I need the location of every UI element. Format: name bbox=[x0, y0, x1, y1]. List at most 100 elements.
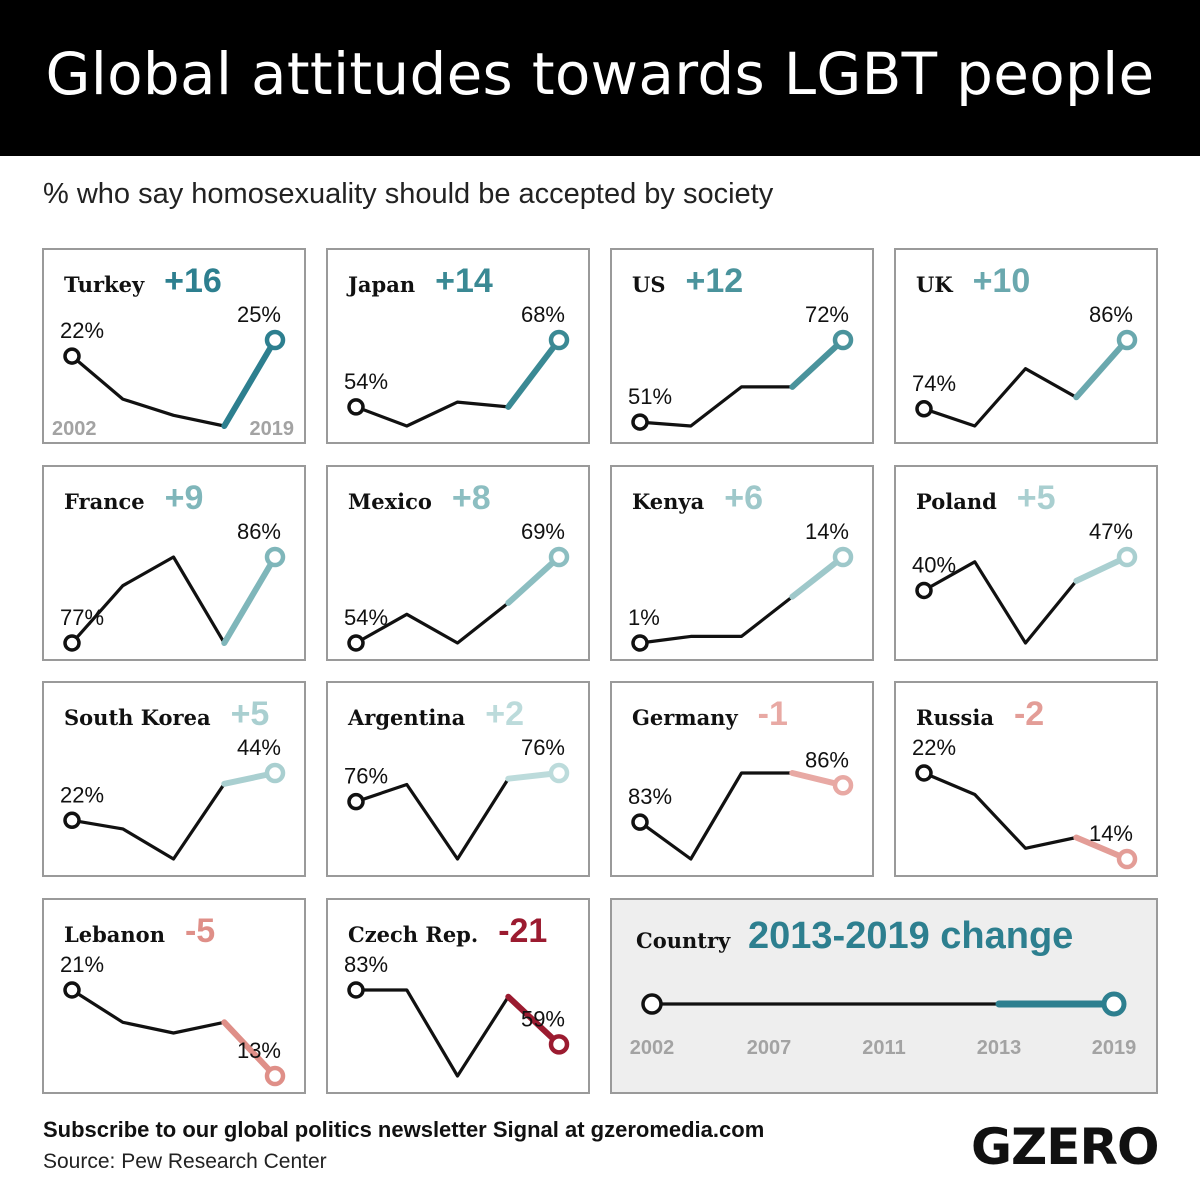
end-marker bbox=[1116, 329, 1138, 351]
start-marker bbox=[915, 581, 933, 600]
trend-line bbox=[638, 771, 794, 861]
start-marker bbox=[63, 634, 81, 652]
legend-panel: Country 2013-2019 change 2002 2007 2011 2013 2… bbox=[610, 898, 1158, 1094]
first-year-label: 2002 bbox=[52, 418, 97, 440]
start-marker bbox=[63, 811, 81, 830]
end-value-label: 25% bbox=[237, 302, 281, 327]
change-value: -21 bbox=[498, 912, 547, 950]
change-segment bbox=[1073, 337, 1130, 401]
change-value: -2 bbox=[1014, 695, 1044, 733]
panel-frame bbox=[326, 465, 590, 661]
change-value: -1 bbox=[758, 695, 788, 733]
trend-line bbox=[70, 782, 226, 861]
panel-uk: UK +10 74% 86% bbox=[894, 248, 1158, 444]
end-value-label: 69% bbox=[521, 519, 565, 544]
trend-line bbox=[354, 777, 510, 861]
end-marker bbox=[548, 546, 570, 568]
panel-frame bbox=[42, 465, 306, 661]
end-marker bbox=[1116, 546, 1138, 568]
panel-poland: Poland +5 40% 47% bbox=[894, 465, 1158, 661]
start-marker bbox=[631, 413, 649, 431]
panel-mexico: Mexico +8 54% 69% bbox=[326, 465, 590, 661]
legend-year-2011: 2011 bbox=[862, 1037, 905, 1059]
panel-frame bbox=[610, 465, 874, 661]
page-title: Global attitudes towards LGBT people bbox=[45, 40, 1155, 108]
change-value: +6 bbox=[724, 479, 763, 517]
legend-frame bbox=[610, 898, 1158, 1094]
country-name: Argentina bbox=[347, 705, 466, 730]
header-banner: Global attitudes towards LGBT people bbox=[0, 0, 1200, 156]
end-value-label: 68% bbox=[521, 302, 565, 327]
country-name: South Korea bbox=[64, 705, 211, 730]
trend-line bbox=[922, 771, 1078, 850]
legend-end-marker bbox=[1101, 991, 1127, 1017]
end-marker bbox=[548, 1034, 570, 1055]
trend-line bbox=[354, 400, 510, 428]
legend-year-2013: 2013 bbox=[977, 1037, 1022, 1059]
panel-argentina: Argentina +276%76% bbox=[326, 681, 590, 877]
end-value-label: 76% bbox=[521, 735, 565, 760]
end-marker bbox=[264, 1065, 286, 1087]
start-marker bbox=[915, 400, 933, 418]
trend-line bbox=[354, 601, 510, 645]
change-value: +12 bbox=[685, 262, 743, 300]
start-value-label: 83% bbox=[344, 952, 388, 977]
end-marker bbox=[264, 762, 286, 784]
trend-line bbox=[922, 560, 1078, 645]
change-value: +5 bbox=[231, 695, 270, 733]
change-segment bbox=[505, 993, 562, 1048]
panel-germany: Germany -1 83% 86% bbox=[610, 681, 874, 877]
start-value-label: 54% bbox=[344, 369, 388, 394]
panel-lebanon: Lebanon -5 21% 13% bbox=[42, 898, 306, 1094]
panel-frame bbox=[42, 681, 306, 877]
start-value-label: 76% bbox=[344, 764, 388, 789]
country-name: Poland bbox=[916, 489, 997, 514]
country-name: Russia bbox=[916, 705, 994, 730]
legend-country-label: Country bbox=[636, 928, 731, 953]
end-marker bbox=[548, 762, 570, 784]
end-value-label: 86% bbox=[805, 747, 849, 772]
panel-france: France +9 77% 86% bbox=[42, 465, 306, 661]
end-value-label: 14% bbox=[805, 519, 849, 544]
legend-change-label: 2013-2019 change bbox=[748, 915, 1073, 957]
start-marker bbox=[63, 981, 81, 999]
start-value-label: 54% bbox=[344, 605, 388, 630]
panel-frame bbox=[326, 248, 590, 444]
end-marker bbox=[1116, 848, 1138, 870]
panel-us: US +12 51% 72% bbox=[610, 248, 874, 444]
end-value-label: 44% bbox=[237, 735, 281, 760]
last-year-label: 2019 bbox=[250, 418, 295, 440]
legend-year-2002: 2002 bbox=[630, 1037, 675, 1059]
start-value-label: 83% bbox=[628, 784, 672, 809]
change-value: +5 bbox=[1017, 479, 1056, 517]
end-marker bbox=[264, 329, 286, 351]
country-name: UK bbox=[916, 272, 953, 297]
panel-south-korea: South Korea +5 22% 44% bbox=[42, 681, 306, 877]
change-value: +10 bbox=[973, 262, 1031, 300]
end-marker bbox=[548, 329, 570, 351]
panel-japan: Japan +14 54% 68% bbox=[326, 248, 590, 444]
change-value: +2 bbox=[485, 695, 524, 733]
country-name: Kenya bbox=[632, 489, 705, 514]
change-value: +8 bbox=[452, 479, 491, 517]
trend-line bbox=[70, 555, 226, 645]
start-value-label: 22% bbox=[60, 782, 104, 807]
end-value-label: 14% bbox=[1089, 821, 1133, 846]
legend-start-marker bbox=[641, 993, 663, 1015]
change-segment bbox=[505, 554, 562, 606]
panel-kenya: Kenya +6 1% 14% bbox=[610, 465, 874, 661]
country-name: Germany bbox=[632, 705, 738, 730]
start-marker bbox=[631, 813, 649, 831]
end-marker bbox=[832, 329, 854, 351]
trend-line bbox=[354, 988, 510, 1078]
end-value-label: 86% bbox=[237, 519, 281, 544]
country-name: Turkey bbox=[64, 272, 145, 297]
start-marker bbox=[347, 792, 365, 811]
change-segment bbox=[789, 554, 846, 600]
change-segment bbox=[221, 554, 278, 646]
start-marker bbox=[631, 634, 649, 652]
start-marker bbox=[347, 634, 365, 652]
start-marker bbox=[915, 764, 933, 782]
change-segment bbox=[221, 337, 278, 429]
